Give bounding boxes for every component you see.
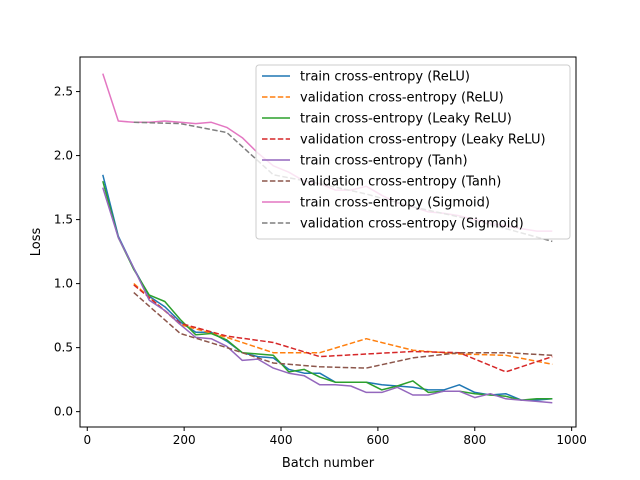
plot-frame [79, 56, 577, 428]
series-line-4 [102, 187, 553, 404]
y-tick-label: 2.0 [54, 149, 73, 163]
legend-label: train cross-entropy (ReLU) [300, 70, 470, 85]
legend-box [255, 64, 571, 240]
y-axis-label: Loss [29, 228, 44, 257]
x-tick-label: 600 [366, 433, 389, 447]
x-tick-label: 1000 [556, 433, 587, 447]
legend-label: validation cross-entropy (Leaky ReLU) [300, 133, 546, 148]
y-tick-label: 0.5 [54, 341, 73, 355]
legend-label: train cross-entropy (Tanh) [300, 154, 468, 169]
legend-label: validation cross-entropy (ReLU) [300, 91, 504, 106]
x-tick-label: 400 [270, 433, 293, 447]
legend-label: train cross-entropy (Leaky ReLU) [300, 112, 512, 127]
series-line-5 [133, 292, 553, 369]
x-tick-label: 200 [173, 433, 196, 447]
legend: train cross-entropy (ReLU) validation cro… [255, 64, 571, 240]
y-tick-label: 1.5 [54, 213, 73, 227]
legend-label: validation cross-entropy (Tanh) [300, 175, 501, 190]
y-tick-label: 0.0 [54, 405, 73, 419]
legend-label: train cross-entropy (Sigmoid) [300, 196, 490, 211]
series-line-2 [102, 181, 553, 401]
x-axis-label: Batch number [282, 456, 375, 471]
series-line-3 [133, 284, 553, 373]
x-tick-label: 0 [83, 433, 91, 447]
axis-layer: 0 200 400 600 800 1000 0.0 0.5 1.0 1.5 2.0 2.5 [54, 85, 587, 447]
y-tick-label: 2.5 [54, 85, 73, 99]
series-line-0 [102, 174, 553, 401]
y-tick-label: 1.0 [54, 277, 73, 291]
legend-label: validation cross-entropy (Sigmoid) [300, 217, 524, 232]
x-tick-label: 800 [463, 433, 486, 447]
series-line-1 [133, 283, 553, 366]
